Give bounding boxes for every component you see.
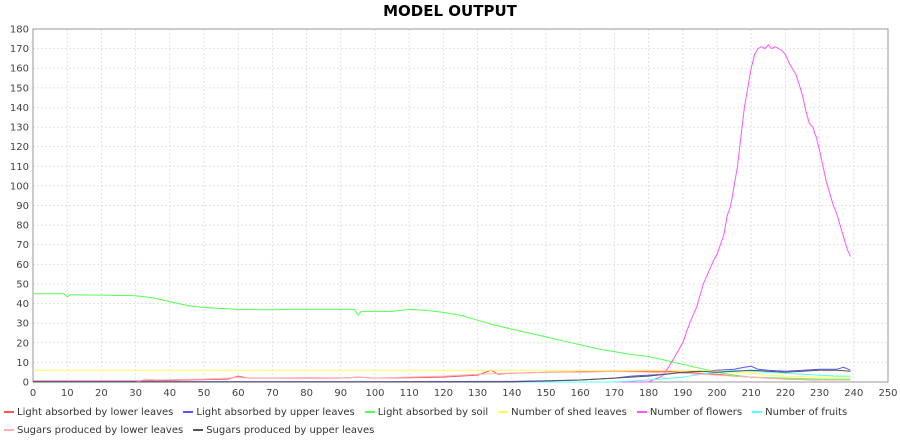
y-tick-label: 40 — [16, 299, 29, 310]
series-lines — [33, 43, 851, 383]
x-tick-label: 220 — [776, 388, 795, 399]
legend-swatch — [752, 411, 763, 413]
x-tick-label: 110 — [400, 388, 419, 399]
legend-item: Light absorbed by soil — [364, 404, 489, 422]
x-tick-label: 170 — [605, 388, 624, 399]
y-tick-label: 150 — [10, 83, 29, 94]
x-tick-label: 70 — [266, 388, 279, 399]
legend-swatch — [4, 411, 14, 413]
y-tick-label: 0 — [23, 378, 29, 389]
legend-label: Light absorbed by soil — [377, 407, 489, 418]
legend-label: Number of shed leaves — [511, 407, 627, 418]
x-tick-label: 30 — [129, 388, 142, 399]
x-tick-label: 90 — [334, 388, 347, 399]
legend-swatch — [193, 429, 204, 431]
x-tick-label: 20 — [95, 388, 108, 399]
series-line — [33, 370, 851, 383]
y-tick-label: 50 — [16, 279, 29, 290]
x-tick-label: 240 — [844, 388, 863, 399]
x-tick-label: 230 — [810, 388, 829, 399]
x-tick-label: 190 — [673, 388, 692, 399]
y-tick-label: 120 — [10, 142, 29, 153]
x-tick-label: 130 — [468, 388, 487, 399]
y-tick-label: 80 — [16, 221, 29, 232]
x-tick-label: 120 — [434, 388, 453, 399]
y-tick-label: 100 — [10, 181, 29, 192]
series-line — [33, 293, 851, 380]
x-tick-label: 150 — [536, 388, 555, 399]
legend-swatch — [636, 411, 647, 413]
legend-item: Number of flowers — [636, 404, 743, 422]
legend-label: Number of fruits — [765, 407, 848, 418]
x-tick-label: 250 — [878, 388, 897, 399]
y-tick-label: 180 — [10, 25, 29, 36]
legend-label: Light absorbed by lower leaves — [17, 407, 174, 418]
x-tick-label: 100 — [365, 388, 384, 399]
x-tick-label: 50 — [198, 388, 211, 399]
x-tick-label: 180 — [639, 388, 658, 399]
y-tick-label: 60 — [16, 260, 29, 271]
x-tick-label: 60 — [232, 388, 245, 399]
y-tick-label: 90 — [16, 201, 29, 212]
x-tick-label: 160 — [571, 388, 590, 399]
legend-item: Number of fruits — [752, 404, 847, 422]
x-tick-label: 10 — [61, 388, 74, 399]
y-tick-label: 160 — [10, 64, 29, 75]
y-tick-label: 30 — [16, 319, 29, 330]
legend-label: Sugars produced by lower leaves — [17, 425, 184, 436]
x-tick-label: 0 — [30, 388, 36, 399]
legend-item: Number of shed leaves — [498, 404, 627, 422]
legend-label: Number of flowers — [649, 407, 743, 418]
line-chart: 0102030405060708090100110120130140150160… — [10, 25, 898, 400]
legend-swatch — [498, 411, 509, 413]
y-tick-label: 170 — [10, 44, 29, 55]
chart-title: MODEL OUTPUT — [383, 2, 517, 20]
series-line — [33, 43, 851, 383]
y-tick-label: 20 — [16, 338, 29, 349]
grid — [33, 29, 888, 382]
x-tick-label: 200 — [707, 388, 726, 399]
legend-label: Light absorbed by upper leaves — [196, 407, 355, 418]
x-tick-label: 80 — [300, 388, 313, 399]
legend-label: Sugars produced by upper leaves — [206, 425, 375, 436]
legend-item: Sugars produced by lower leaves — [4, 422, 183, 440]
y-tick-label: 70 — [16, 240, 29, 251]
axes: 0102030405060708090100110120130140150160… — [10, 25, 898, 400]
legend: Light absorbed by lower leaves Light abso… — [4, 404, 896, 440]
legend-item: Light absorbed by upper leaves — [183, 404, 355, 422]
y-tick-label: 10 — [16, 358, 29, 369]
legend-swatch — [364, 411, 375, 413]
y-tick-label: 130 — [10, 123, 29, 134]
y-tick-label: 110 — [10, 162, 29, 173]
x-tick-label: 210 — [742, 388, 761, 399]
y-tick-label: 140 — [10, 103, 29, 114]
legend-item: Light absorbed by lower leaves — [4, 404, 173, 422]
legend-item: Sugars produced by upper leaves — [193, 422, 374, 440]
legend-swatch — [183, 411, 194, 413]
legend-swatch — [4, 429, 14, 431]
x-tick-label: 140 — [502, 388, 521, 399]
series-line — [33, 369, 851, 383]
x-tick-label: 40 — [163, 388, 176, 399]
